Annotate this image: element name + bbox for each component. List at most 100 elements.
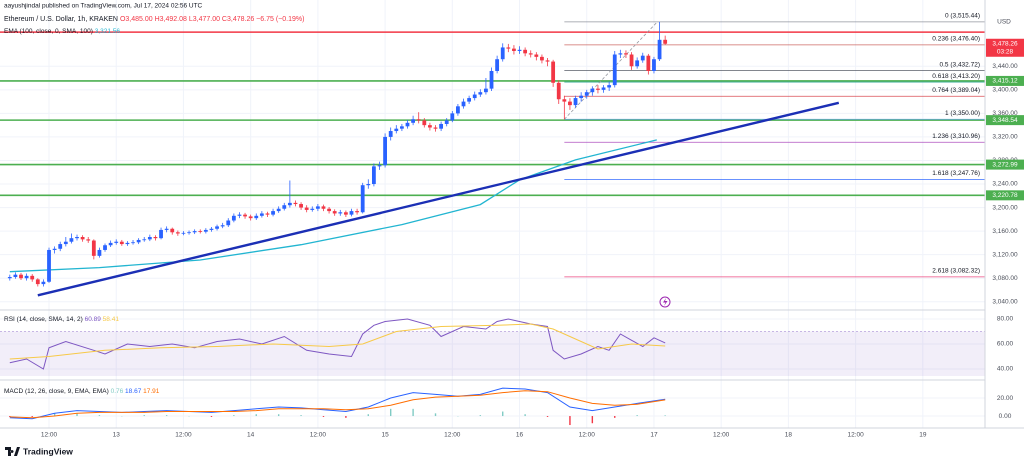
candle-body	[472, 94, 477, 99]
y-tick-label: 3,440.00	[992, 63, 1018, 70]
candle-body	[640, 55, 645, 61]
x-tick-label: 15	[381, 432, 389, 439]
candle-body	[41, 281, 46, 285]
candle-body	[601, 87, 606, 90]
y-tick-label: 0.00	[999, 413, 1012, 420]
candle-body	[394, 128, 399, 132]
x-tick-label: 16	[516, 432, 524, 439]
x-tick-label: 12:00	[847, 432, 864, 439]
macd-histogram-bar	[664, 415, 666, 417]
fib-label: 1 (3,350.00)	[945, 110, 980, 117]
candle-body	[568, 101, 572, 106]
pane-value: 58.41	[103, 316, 120, 323]
y-tick-label: 3,240.00	[992, 181, 1018, 188]
price-tag	[986, 75, 1024, 86]
candle-body	[7, 277, 12, 279]
fib-label: 0.236 (3,476.40)	[932, 36, 980, 43]
candle-body	[411, 119, 416, 123]
price-tag-label: 3,348.54	[992, 117, 1018, 124]
ema-legend: EMA (100, close, 0, SMA, 100) 3,321.56	[4, 28, 120, 35]
price-tag-label: 3,415.12	[992, 78, 1018, 85]
candle-body	[47, 249, 51, 282]
symbol: Ethereum / U.S. Dollar, 1h, KRAKEN	[4, 16, 118, 23]
candle-body	[433, 127, 438, 129]
candle-body	[119, 241, 124, 245]
fib-label: 0.618 (3,413.20)	[932, 73, 980, 80]
fib-label: 1.236 (3,310.96)	[932, 133, 980, 140]
candle-body	[456, 106, 460, 114]
plot: 12:00 13 12:00 14 12:00 15 12:00 16 12:00 17 12:00…	[0, 13, 1024, 439]
x-tick-label: 18	[785, 432, 793, 439]
author-line: aayushjindal published on TradingView.co…	[4, 3, 203, 10]
brand: TradingView	[23, 446, 73, 456]
candle-body	[321, 206, 326, 209]
candle-body	[478, 92, 483, 95]
price-tag-label: 3,272.99	[992, 161, 1018, 168]
candle-body	[618, 53, 623, 55]
candle-body	[209, 228, 214, 230]
candle-body	[399, 126, 404, 129]
candle-body	[657, 39, 662, 60]
candle-body	[159, 229, 163, 239]
candle-body	[388, 131, 393, 137]
candle-body	[215, 226, 219, 229]
candle-body	[422, 120, 427, 126]
candle-body	[450, 113, 455, 121]
macd-histogram-bar	[31, 416, 33, 417]
y-tick-label: 20.00	[997, 395, 1014, 402]
candle-body	[596, 88, 600, 90]
candle-body	[181, 232, 186, 234]
macd-histogram-bar	[255, 414, 257, 417]
y-tick-label: 3,040.00	[992, 298, 1018, 305]
candle-body	[259, 213, 264, 216]
y-tick-label: 40.00	[997, 366, 1014, 373]
candle-body	[30, 275, 35, 280]
candle-body	[153, 237, 158, 239]
candle-body	[646, 55, 651, 71]
ema-line	[9, 139, 657, 273]
candle-body	[282, 205, 287, 209]
candle-body	[187, 232, 191, 234]
candle-body	[467, 98, 472, 102]
candle-body	[371, 166, 376, 185]
candle-body	[327, 208, 331, 212]
macd-histogram-bar	[98, 415, 101, 417]
macd-histogram-bar	[569, 416, 571, 426]
candle-body	[136, 239, 141, 243]
pane-value: 0.76	[111, 388, 124, 395]
pane-title: RSI (14, close, SMA, 14, 2)	[4, 316, 83, 323]
candle-body	[19, 274, 23, 279]
macd-histogram-bar	[591, 416, 594, 424]
candle-body	[624, 53, 628, 55]
macd-histogram-bar	[367, 414, 369, 417]
candle-body	[75, 237, 79, 239]
candle-body	[652, 59, 656, 71]
alert-icon	[663, 298, 668, 306]
candle-body	[175, 232, 180, 234]
pane-value: 60.89	[85, 316, 102, 323]
candle-body	[220, 225, 225, 227]
candle-body	[276, 208, 281, 212]
candle-body	[584, 92, 589, 96]
x-tick-label: 13	[113, 432, 121, 439]
candle-body	[332, 211, 337, 214]
alert-icon[interactable]	[659, 296, 671, 308]
candle-body	[495, 59, 500, 71]
candle-body	[24, 275, 29, 279]
x-tick-label: 12:00	[310, 432, 327, 439]
candle-body	[35, 279, 40, 285]
candle-body	[103, 245, 107, 250]
candle-body	[125, 242, 130, 245]
candle-body	[512, 48, 516, 51]
macd-histogram-bar	[300, 415, 302, 417]
candle-body	[663, 39, 668, 44]
candle-body	[114, 241, 119, 243]
macd-histogram-bar	[524, 414, 526, 417]
candle-body	[360, 185, 365, 213]
x-tick-label: 14	[247, 432, 255, 439]
x-tick-label: 12:00	[579, 432, 596, 439]
macd-histogram-bar	[76, 413, 78, 417]
x-tick-label: 12:00	[175, 432, 192, 439]
candle-body	[540, 56, 544, 61]
y-tick-label: 3,080.00	[992, 275, 1018, 282]
